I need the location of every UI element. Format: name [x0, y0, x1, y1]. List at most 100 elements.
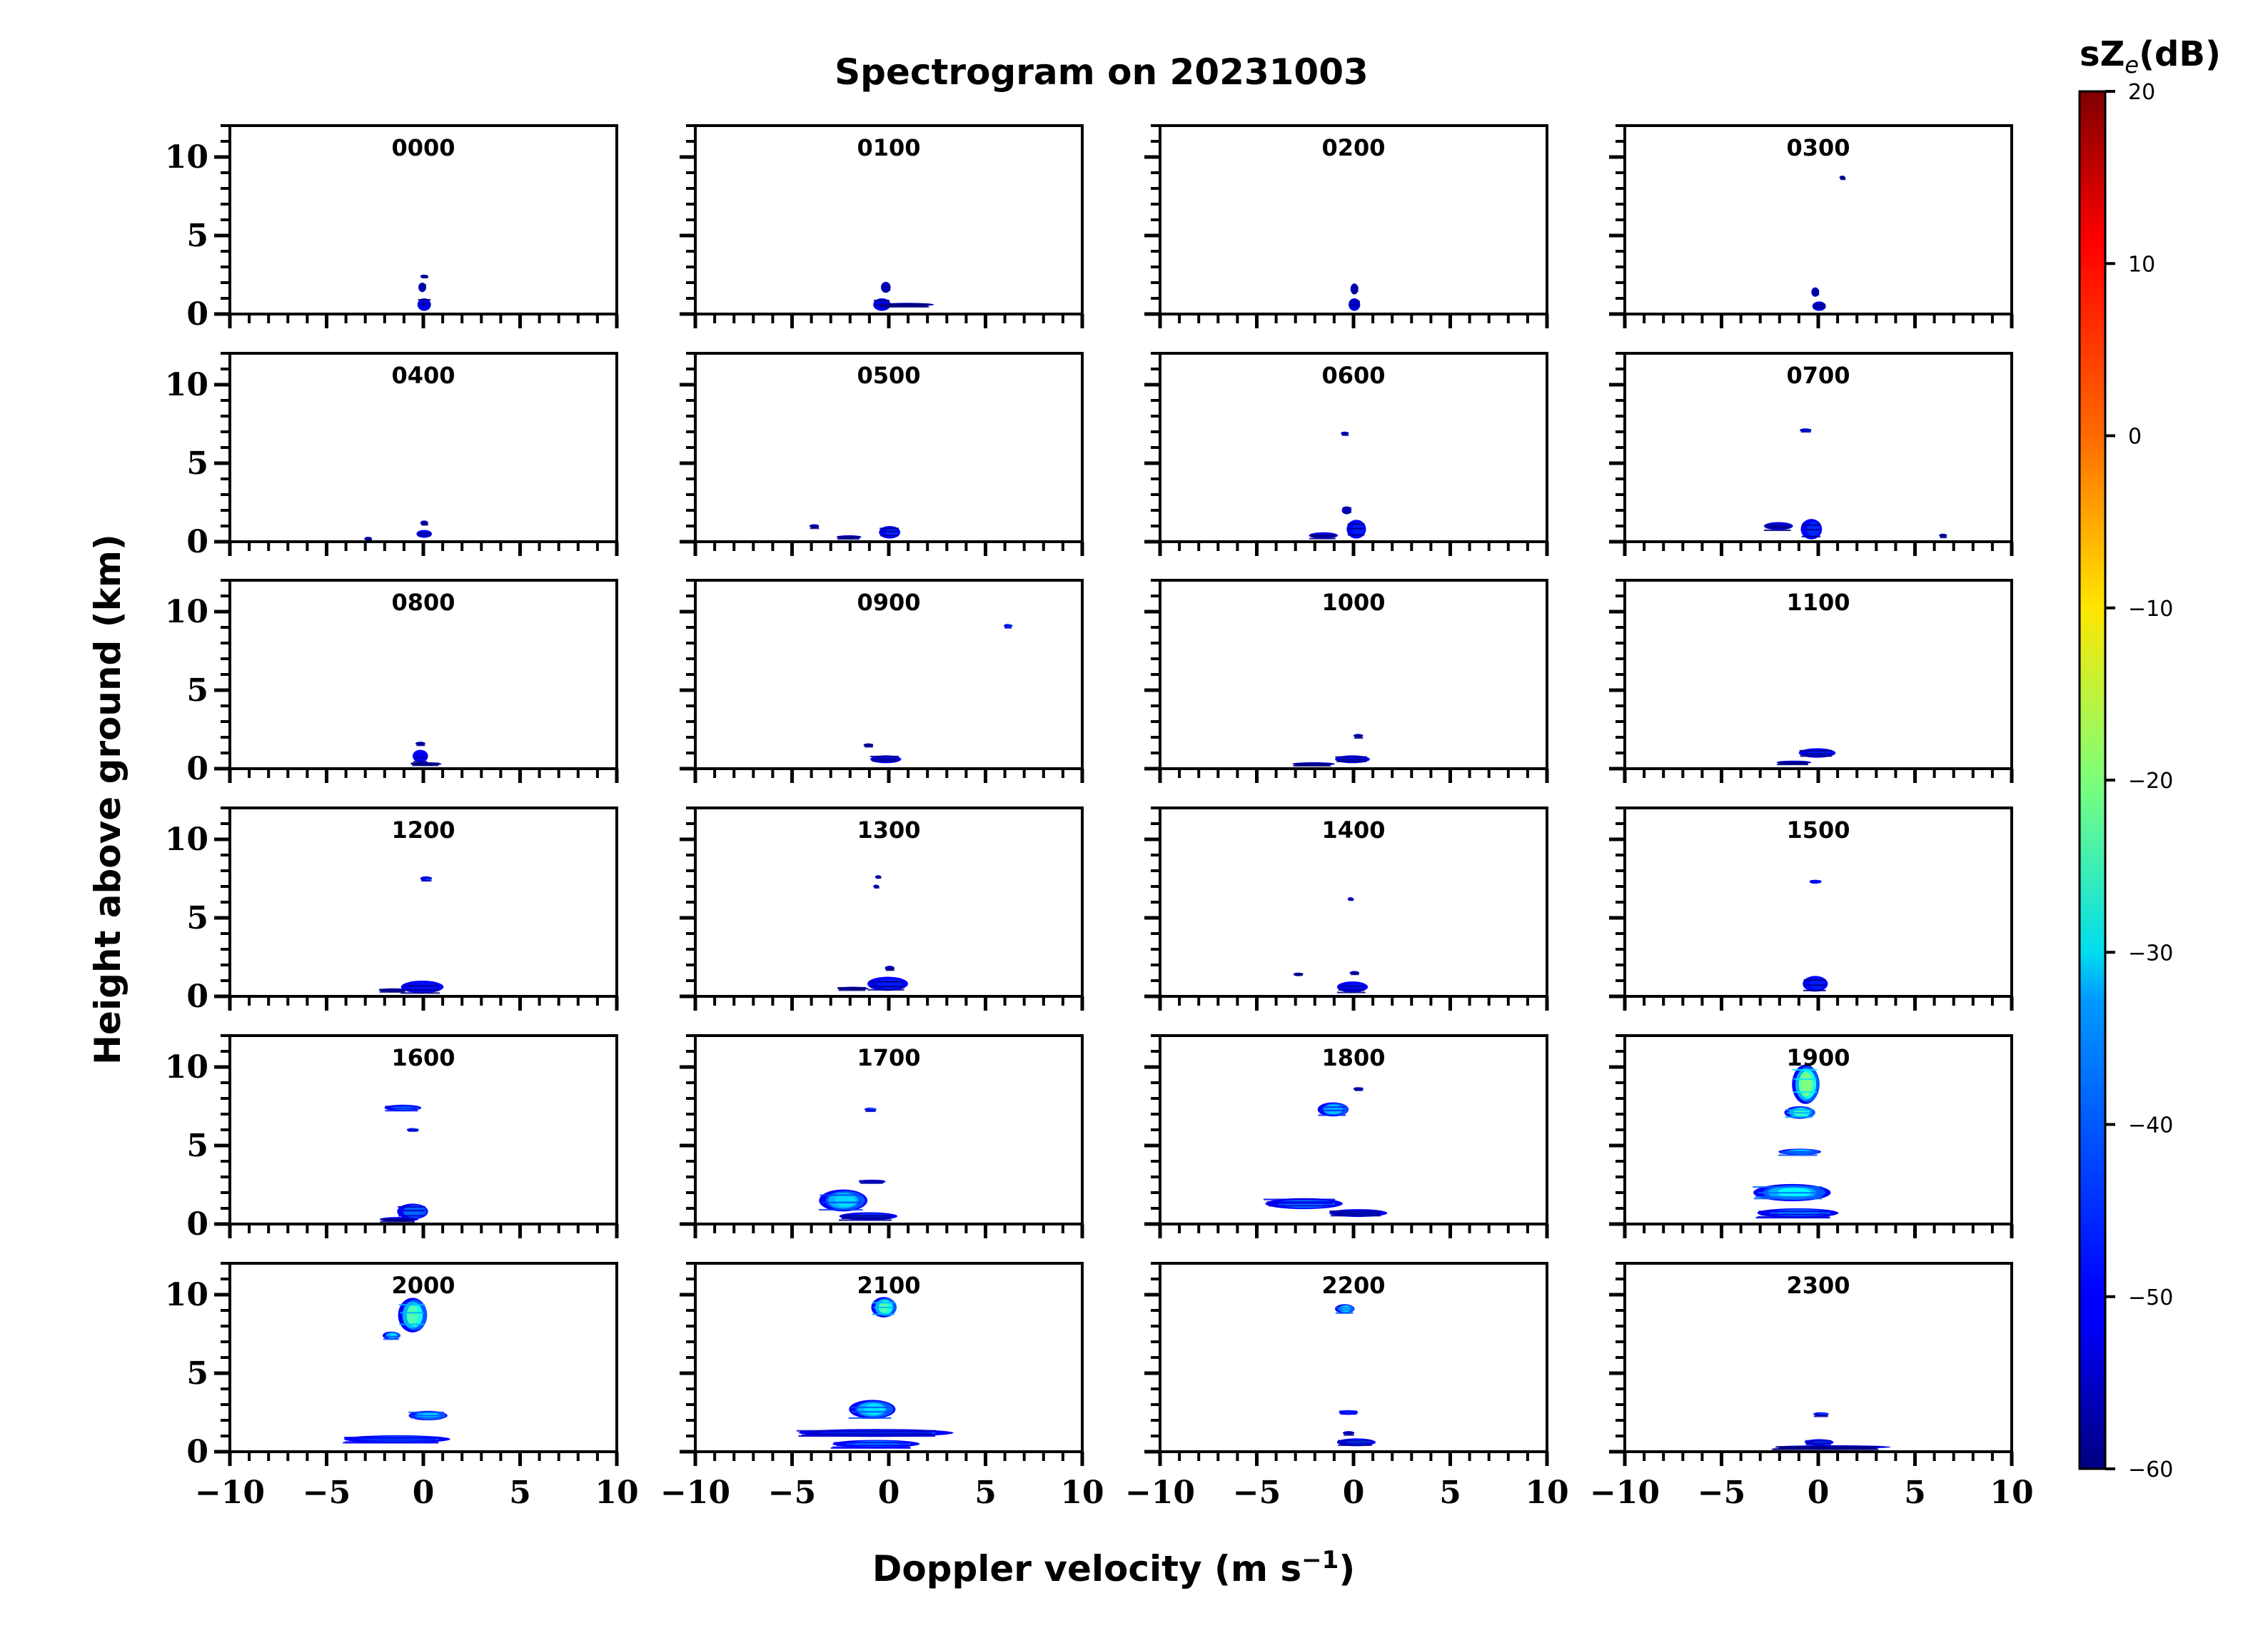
- panel-label: 1700: [857, 1044, 920, 1071]
- echo-2100-1: [848, 1400, 896, 1419]
- panel-1800: 1800: [1144, 1034, 1549, 1238]
- panel-label: 0300: [1786, 134, 1850, 161]
- echo-1900-1: [1784, 1106, 1815, 1119]
- panel-1400: 1400: [1144, 807, 1549, 1011]
- echo-0000-0-streak-1: [418, 303, 430, 305]
- echo-0000-1-streak-0: [419, 284, 427, 286]
- echo-1200-0-streak-0: [421, 880, 432, 882]
- echo-0200-1-streak-1: [1351, 290, 1359, 292]
- panel-0400: 0400 0 5 10: [165, 352, 619, 560]
- y-tick-label: 0: [186, 524, 208, 560]
- colorbar-label-unit: (dB): [2139, 34, 2221, 74]
- echo-1900-4-streak-1: [1758, 1210, 1830, 1213]
- echo-1200-0: [420, 876, 433, 882]
- colorbar-tick-label: −30: [2128, 941, 2173, 966]
- echo-1100-0-streak-0: [1800, 755, 1833, 757]
- echo-0800-0: [412, 749, 428, 763]
- echo-0600-0: [1346, 520, 1366, 539]
- echo-2200-2: [1336, 1438, 1376, 1447]
- echo-1300-4-streak-0: [886, 967, 894, 970]
- panel-label: 2300: [1786, 1272, 1850, 1299]
- echo-2000-0-level-4: [406, 1305, 419, 1325]
- echo-0900-0-streak-1: [870, 755, 899, 758]
- echo-2200-0-streak-1: [1336, 1312, 1354, 1314]
- echo-1300-1-streak-0: [837, 986, 866, 989]
- echo-1400-2: [1347, 897, 1354, 901]
- y-tick-label: 10: [165, 139, 208, 176]
- echo-0500-1: [836, 535, 862, 540]
- echo-1000-0-streak-0: [1336, 760, 1366, 762]
- echo-1600-3-streak-0: [382, 1219, 414, 1221]
- echo-1900-0: [1792, 1064, 1820, 1104]
- echo-0600-1-streak-2: [1310, 534, 1336, 536]
- panel-label: 1500: [1786, 816, 1850, 844]
- echo-0600-1-streak-0: [1311, 535, 1335, 537]
- echo-1800-3-streak-0: [1354, 1089, 1364, 1091]
- colorbar-ticks: 20 10 0 −10 −20 −30 −40 −50 −60: [2105, 80, 2173, 1482]
- echo-0400-0: [416, 530, 433, 538]
- panel-0500: 0500: [680, 352, 1084, 556]
- echo-2000-1-streak-1: [383, 1338, 399, 1340]
- panel-1300-data: [837, 875, 908, 991]
- echo-2100-2-streak-3: [798, 1435, 936, 1437]
- y-tick-label: 5: [186, 445, 208, 482]
- echo-0800-0-streak-0: [414, 757, 427, 759]
- echo-0600-0-streak-0: [1348, 527, 1365, 530]
- echo-1100-1-streak-1: [1778, 762, 1808, 764]
- echo-1600-0-streak-0: [385, 1106, 418, 1108]
- panel-1000: 1000: [1144, 579, 1549, 783]
- echo-0500-2: [809, 524, 820, 530]
- echo-0600-2: [1341, 506, 1352, 515]
- x-tick-label: −5: [1698, 1475, 1745, 1511]
- echo-1800-0-streak-2: [1263, 1198, 1336, 1200]
- echo-1700-2: [864, 1107, 877, 1113]
- panel-label: 0900: [857, 589, 920, 616]
- echo-2100-0-streak-1: [872, 1313, 894, 1315]
- echo-1300-2: [875, 875, 882, 879]
- echo-1300-3-streak-0: [874, 886, 880, 888]
- echo-1400-3: [1349, 971, 1359, 976]
- panel-label: 1300: [857, 816, 920, 844]
- echo-0700-2-streak-1: [1800, 429, 1811, 431]
- echo-2200-3: [1342, 1431, 1355, 1436]
- echo-0200-0-streak-1: [1350, 304, 1360, 307]
- echo-2000-1: [382, 1331, 401, 1340]
- echo-0600-3: [1341, 431, 1349, 436]
- echo-2200-1-streak-0: [1340, 1413, 1357, 1415]
- panel-1600-data: [379, 1104, 428, 1223]
- echo-0800-1-streak-2: [413, 764, 438, 766]
- echo-0900-2-streak-1: [1004, 625, 1012, 627]
- echo-2100-1-streak-2: [851, 1406, 890, 1408]
- y-tick-label: 10: [165, 594, 208, 630]
- panel-label: 1600: [391, 1044, 455, 1071]
- echo-1100-0: [1798, 748, 1836, 758]
- echo-2000-3: [343, 1435, 450, 1444]
- echo-1400-0: [1336, 981, 1369, 994]
- echo-2300-1: [1804, 1439, 1834, 1446]
- echo-0700-3-streak-1: [1940, 535, 1947, 537]
- echo-1300-1: [837, 986, 869, 991]
- echo-2200-2-streak-0: [1338, 1444, 1372, 1446]
- echo-0700-3-streak-0: [1940, 536, 1947, 539]
- panel-2000: 2000 0 5 10 −10 −5 0 5 10: [165, 1262, 639, 1511]
- panel-2000-data: [343, 1298, 450, 1444]
- echo-2300-1-streak-1: [1805, 1440, 1832, 1442]
- echo-1100-0-streak-1: [1799, 749, 1833, 752]
- echo-0500-2-streak-0: [810, 526, 819, 528]
- colorbar-tick-label: −40: [2128, 1113, 2173, 1138]
- colorbar-label: sZe(dB): [2080, 34, 2221, 79]
- y-tick-label: 5: [186, 672, 208, 709]
- echo-0500-1-streak-2: [837, 536, 860, 538]
- echo-1900-3-streak-0: [1755, 1195, 1822, 1198]
- x-axis-label-close: ): [1339, 1548, 1355, 1589]
- echo-0300-0-level-0: [1812, 301, 1826, 311]
- echo-2300-2: [1771, 1445, 1891, 1450]
- echo-0700-1-streak-1: [1764, 529, 1791, 532]
- echo-1300-0-streak-0: [867, 989, 904, 991]
- panel-label: 0100: [857, 134, 920, 161]
- colorbar-tick-label: −50: [2128, 1285, 2173, 1310]
- echo-1200-1: [400, 981, 444, 994]
- x-tick-label: 10: [595, 1475, 638, 1511]
- y-tick-label: 10: [165, 821, 208, 858]
- echo-0600-1: [1309, 532, 1339, 540]
